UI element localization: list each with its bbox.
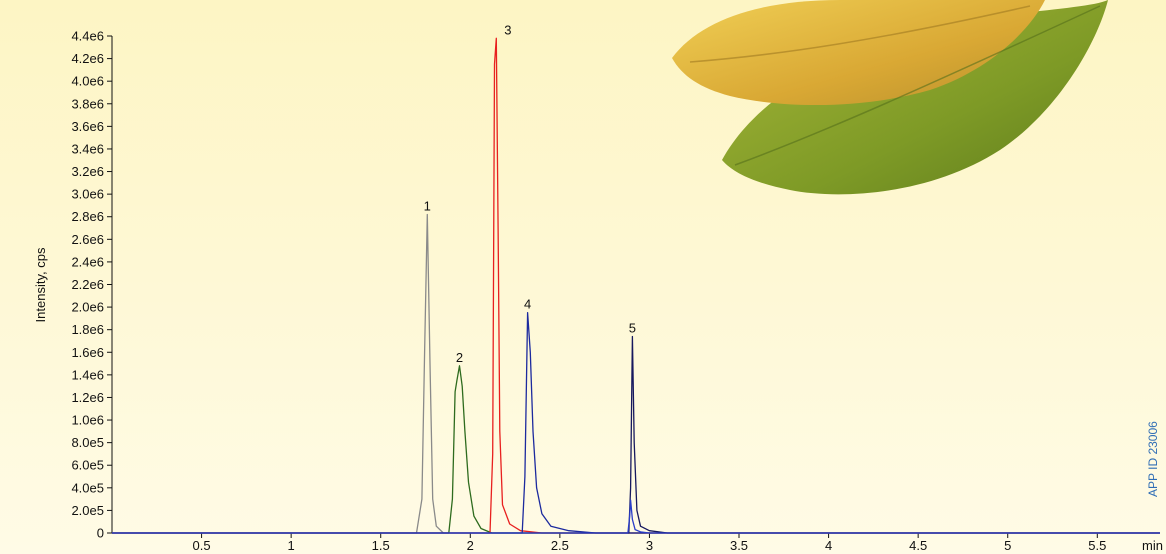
y-tick-label: 1.2e6 xyxy=(71,390,104,405)
x-tick-label: 2 xyxy=(467,538,474,553)
peak-label-1: 1 xyxy=(424,198,431,213)
y-tick-label: 0 xyxy=(97,526,104,541)
x-tick-label: 5 xyxy=(1004,538,1011,553)
x-tick-label: 2.5 xyxy=(551,538,569,553)
x-tick-label: 4 xyxy=(825,538,832,553)
y-tick-label: 2.2e6 xyxy=(71,277,104,292)
y-tick-label: 2.0e6 xyxy=(71,300,104,315)
y-tick-label: 2.0e5 xyxy=(71,503,104,518)
y-tick-label: 1.0e6 xyxy=(71,413,104,428)
x-tick-label: 3 xyxy=(646,538,653,553)
y-tick-label: 2.8e6 xyxy=(71,209,104,224)
x-tick-label: 1.5 xyxy=(372,538,390,553)
y-tick-label: 4.2e6 xyxy=(71,51,104,66)
peak-label-5: 5 xyxy=(629,320,636,335)
y-tick-label: 1.4e6 xyxy=(71,367,104,382)
x-tick-label: 5.5 xyxy=(1088,538,1106,553)
x-axis-unit-label: min xyxy=(1142,538,1163,553)
y-tick-label: 1.8e6 xyxy=(71,322,104,337)
x-tick-label: 3.5 xyxy=(730,538,748,553)
y-tick-label: 3.8e6 xyxy=(71,96,104,111)
peak-label-2: 2 xyxy=(456,350,463,365)
y-tick-label: 2.6e6 xyxy=(71,232,104,247)
peak-label-4: 4 xyxy=(524,297,531,312)
y-tick-label: 4.4e6 xyxy=(71,29,104,44)
y-tick-label: 4.0e5 xyxy=(71,480,104,495)
x-tick-label: 0.5 xyxy=(193,538,211,553)
y-axis-title: Intensity, cps xyxy=(33,247,48,322)
y-tick-label: 3.2e6 xyxy=(71,164,104,179)
peak-label-3: 3 xyxy=(504,22,511,37)
x-tick-label: 1 xyxy=(288,538,295,553)
x-tick-label: 4.5 xyxy=(909,538,927,553)
app-id-watermark: APP ID 23006 xyxy=(1146,421,1160,497)
y-tick-label: 4.0e6 xyxy=(71,74,104,89)
y-tick-label: 3.0e6 xyxy=(71,187,104,202)
y-tick-label: 3.6e6 xyxy=(71,119,104,134)
y-tick-label: 2.4e6 xyxy=(71,254,104,269)
y-tick-label: 8.0e5 xyxy=(71,435,104,450)
y-tick-label: 6.0e5 xyxy=(71,458,104,473)
y-tick-label: 3.4e6 xyxy=(71,141,104,156)
y-tick-label: 1.6e6 xyxy=(71,345,104,360)
